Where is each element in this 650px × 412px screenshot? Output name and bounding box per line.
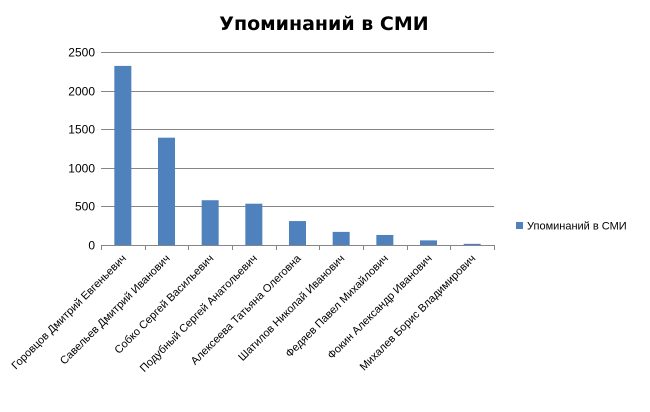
bar	[463, 243, 481, 245]
y-axis-ticks: 0 500 1000 1500 2000 2500	[68, 46, 95, 253]
bar	[289, 221, 306, 245]
legend-swatch	[516, 222, 523, 229]
bars	[114, 65, 481, 245]
x-axis	[101, 245, 495, 250]
y-tick-label: 2500	[68, 46, 95, 60]
bar	[114, 65, 132, 245]
chart-title: Упоминаний в СМИ	[219, 13, 428, 35]
y-tick-label: 500	[75, 200, 95, 214]
y-tick-label: 1000	[68, 162, 95, 176]
bar	[332, 231, 350, 245]
bar	[201, 200, 219, 245]
bar	[245, 203, 263, 245]
y-tick-label: 2000	[68, 85, 95, 99]
y-tick-label: 1500	[68, 123, 95, 137]
bar	[376, 234, 394, 245]
bar	[158, 137, 175, 245]
legend-label: Упоминаний в СМИ	[527, 221, 627, 233]
bar	[420, 240, 437, 245]
y-tick-label: 0	[88, 239, 95, 253]
legend: Упоминаний в СМИ	[516, 221, 627, 233]
